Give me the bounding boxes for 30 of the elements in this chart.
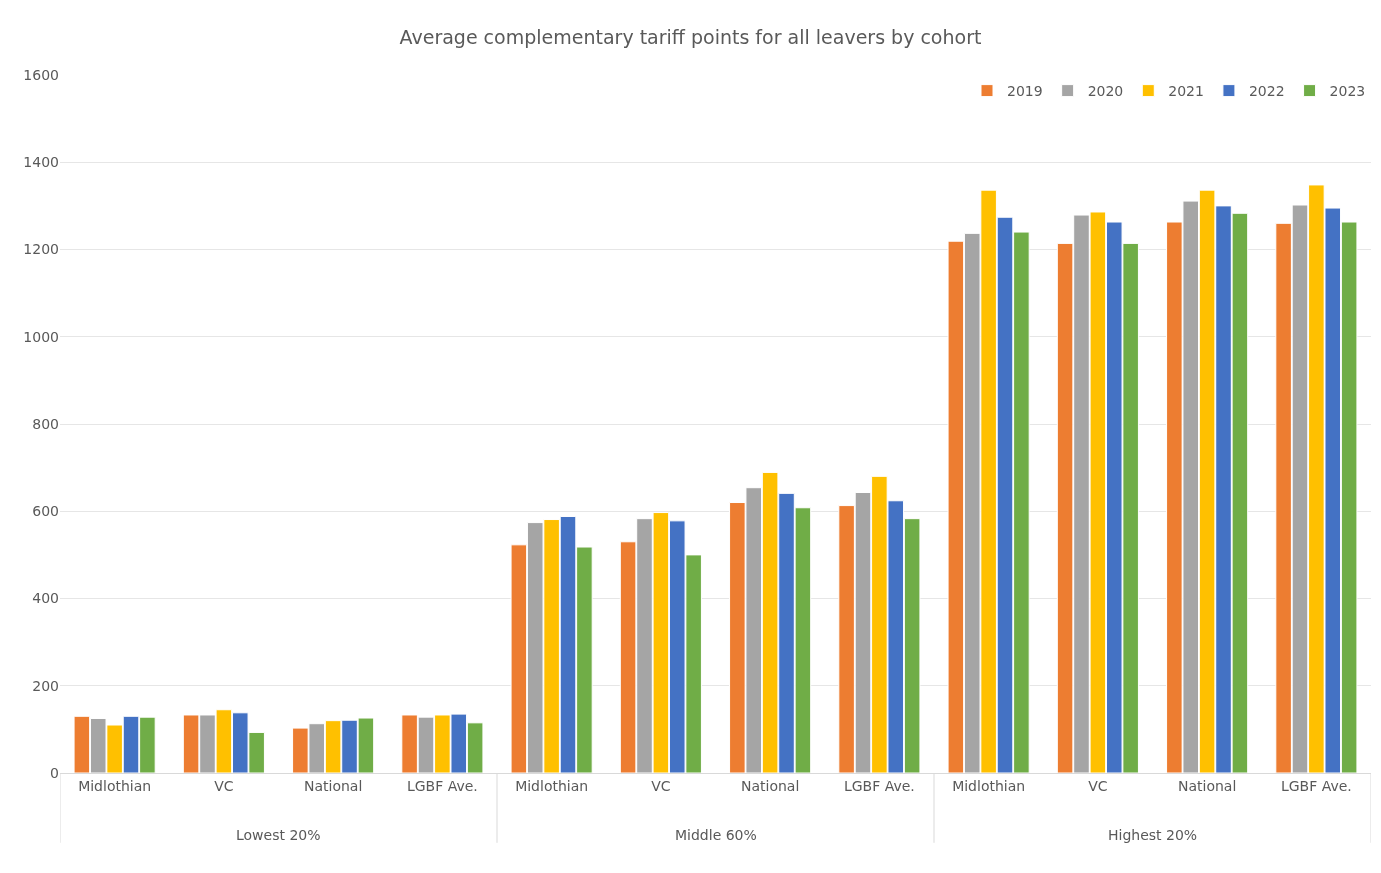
text: Middle 60% [675,827,757,843]
x-tick-label: National [1177,777,1237,794]
x-tick-label: Midlothian [952,777,1026,794]
y-tick-label: 1400 [23,154,59,171]
text: Highest 20% [1108,827,1198,843]
x-tick-label: National [303,777,363,794]
y-tick-label: 1600 [23,66,59,83]
text: Lowest 20% [236,827,321,843]
x-tick-label: LGBF Ave. [843,777,915,794]
x-tick-label: LGBF Ave. [1280,777,1352,794]
x-tick-label: VC [651,777,671,794]
y-tick-label: 1000 [23,328,59,345]
y-tick-label: 800 [32,415,59,432]
y-tick-label: 1200 [23,241,59,258]
legend-label: 2021 [1168,83,1204,100]
legend-label: 2022 [1248,83,1285,100]
y-tick-label: 0 [50,764,59,781]
legend-label: 2020 [1087,83,1124,100]
y-tick-label: 400 [32,590,59,607]
legend-label: 2019 [1007,83,1043,100]
y-tick-label: 200 [32,677,59,694]
x-tick-label: Midlothian [78,777,152,794]
x-tick-label: VC [1088,777,1108,794]
y-tick-label: 600 [32,503,59,520]
x-tick-label: National [740,777,800,794]
x-tick-label: Midlothian [515,777,589,794]
chart-title: Average complementary tariff points for all leavers by cohort [399,25,982,48]
x-tick-label: VC [214,777,234,794]
legend-label: 2023 [1329,83,1366,100]
x-tick-label: LGBF Ave. [406,777,478,794]
